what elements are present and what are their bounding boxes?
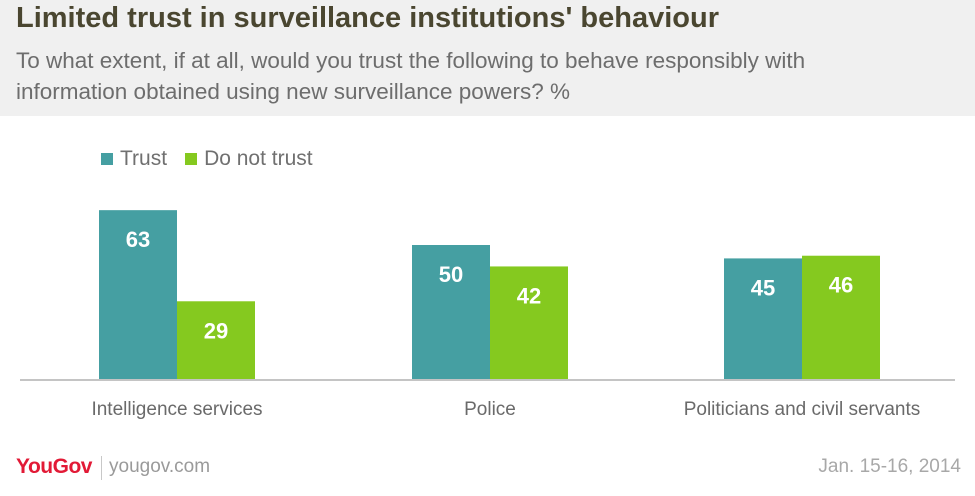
data-label-intelligence-services-do-not-trust: 29 [204, 318, 228, 343]
chart-title: Limited trust in surveillance institutio… [16, 2, 720, 34]
footer-url: yougov.com [109, 456, 211, 477]
category-label-intelligence-services: Intelligence services [91, 399, 262, 420]
category-label-police: Police [464, 399, 516, 420]
data-label-politicians-and-civil-servants-trust: 45 [751, 275, 775, 300]
bar-chart: 63 29 Intelligence services 50 42 Police 45 46 P… [20, 210, 955, 420]
bar-police-trust [412, 245, 490, 379]
bar-intelligence-services-trust [99, 210, 177, 379]
data-label-intelligence-services-trust: 63 [126, 227, 150, 252]
legend-swatch-trust [101, 153, 113, 165]
header-band: Limited trust in surveillance institutio… [0, 0, 975, 116]
category-label-politicians-and-civil-servants: Politicians and civil servants [684, 399, 921, 420]
bar-police-do-not-trust [490, 266, 568, 379]
data-label-police-do-not-trust: 42 [517, 283, 541, 308]
data-label-politicians-and-civil-servants-do-not-trust: 46 [829, 273, 853, 298]
chart-subtitle: To what extent, if at all, would you tru… [16, 48, 806, 104]
legend-item-trust: Trust [101, 147, 167, 171]
legend-swatch-do-not-trust [185, 153, 198, 165]
footer-date: Jan. 15-16, 2014 [818, 456, 961, 477]
data-label-police-trust: 50 [439, 262, 463, 287]
legend-label-trust: Trust [120, 147, 168, 170]
bar-politicians-and-civil-servants-trust [724, 258, 802, 379]
bar-politicians-and-civil-servants-do-not-trust [802, 255, 880, 379]
legend-item-do-not-trust: Do not trust [185, 147, 313, 171]
yougov-logo: YouGov [16, 455, 92, 478]
bar-intelligence-services-do-not-trust [177, 301, 255, 379]
legend-label-do-not-trust: Do not trust [204, 147, 313, 170]
footer-divider [101, 456, 102, 480]
chart-legend: Trust Do not trust [101, 146, 313, 172]
